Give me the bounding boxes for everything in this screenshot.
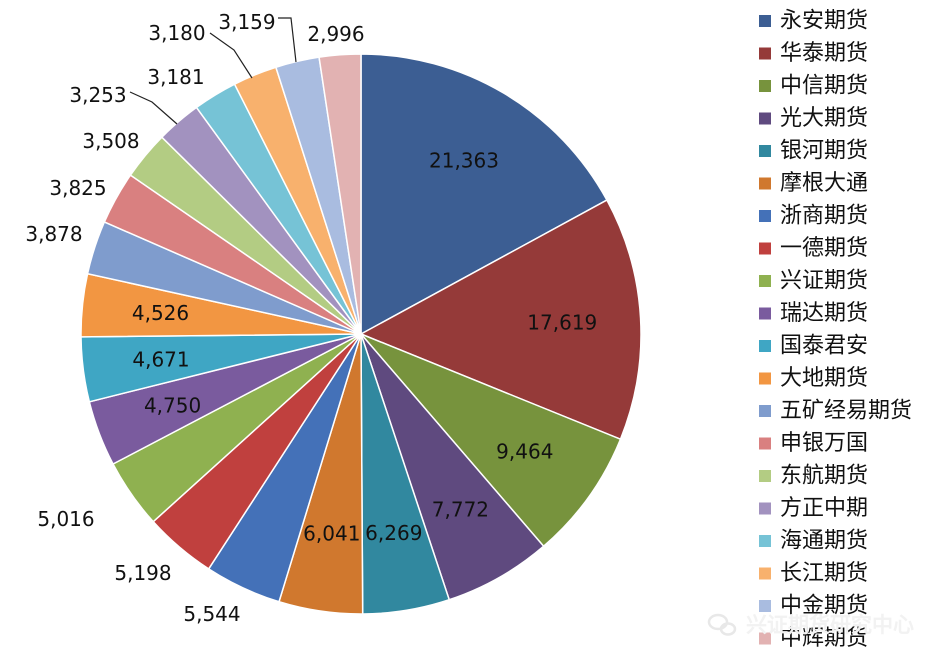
legend-swatch (759, 177, 771, 190)
pie-slices (80, 53, 642, 615)
value-label: 4,750 (144, 394, 201, 418)
value-label: 17,619 (527, 311, 597, 335)
legend-swatch (759, 145, 771, 157)
legend-label: 华泰期货 (780, 41, 868, 66)
legend-label: 银河期货 (780, 139, 868, 164)
legend-label: 浙商期货 (780, 204, 868, 229)
value-label: 6,269 (365, 521, 422, 545)
legend-swatch (759, 307, 771, 320)
legend-label: 中金期货 (780, 594, 868, 619)
watermark: 兴证期货研究中心 (707, 613, 914, 637)
value-label: 6,041 (303, 522, 360, 546)
legend-swatch (759, 275, 771, 287)
legend-label: 兴证期货 (780, 269, 868, 294)
legend-label: 一德期货 (780, 236, 868, 261)
wechat-icon (707, 613, 737, 636)
legend-swatch (759, 535, 771, 547)
leader-line (209, 32, 253, 79)
value-label: 3,878 (25, 222, 82, 246)
leader-line (129, 91, 178, 125)
value-label: 3,180 (148, 21, 205, 45)
legend: 永安期货华泰期货中信期货光大期货银河期货摩根大通浙商期货一德期货兴证期货瑞达期货… (759, 9, 912, 651)
value-label: 3,181 (147, 65, 204, 89)
legend-label: 光大期货 (780, 106, 868, 131)
leader-line (278, 17, 297, 63)
legend-swatch (759, 242, 771, 255)
legend-label: 中辉期货 (780, 626, 868, 651)
legend-label: 永安期货 (780, 9, 868, 34)
legend-swatch (759, 405, 771, 417)
legend-swatch (759, 112, 771, 125)
value-label: 3,508 (82, 129, 139, 153)
pie-slice (318, 53, 362, 335)
watermark-text: 兴证期货研究中心 (746, 613, 914, 637)
legend-label: 大地期货 (780, 366, 868, 391)
pie-slice (360, 333, 622, 548)
legend-label: 申银万国 (780, 431, 868, 456)
legend-swatch (759, 340, 771, 352)
legend-label: 五矿经易期货 (780, 399, 912, 424)
value-label: 9,464 (496, 440, 553, 464)
legend-swatch (759, 600, 771, 612)
legend-label: 中信期货 (780, 74, 868, 99)
value-label: 7,772 (432, 497, 489, 521)
legend-label: 东航期货 (780, 464, 868, 489)
value-label: 4,526 (132, 301, 189, 325)
legend-swatch (759, 567, 771, 580)
legend-swatch (759, 210, 771, 222)
value-label: 3,825 (49, 176, 106, 200)
legend-label: 方正中期 (780, 496, 868, 521)
legend-swatch (759, 502, 771, 515)
value-label: 5,544 (183, 602, 240, 626)
legend-swatch (759, 632, 771, 645)
value-label: 5,016 (37, 507, 94, 531)
label-leader-lines (129, 17, 297, 125)
value-label: 21,363 (429, 149, 499, 173)
value-label: 4,671 (132, 348, 189, 372)
legend-label: 海通期货 (780, 529, 868, 554)
legend-swatch (759, 372, 771, 385)
pie-slice (360, 53, 608, 336)
legend-swatch (759, 80, 771, 92)
value-label: 3,159 (218, 10, 275, 34)
value-label: 3,253 (69, 83, 126, 107)
legend-swatch (759, 47, 771, 60)
legend-label: 瑞达期货 (780, 301, 868, 326)
legend-label: 摩根大通 (780, 171, 868, 196)
pie-slice (359, 199, 642, 441)
legend-swatch (759, 437, 771, 450)
value-label: 2,996 (307, 22, 364, 46)
value-label: 5,198 (114, 561, 171, 585)
legend-label: 长江期货 (780, 561, 868, 586)
legend-swatch (759, 15, 771, 27)
legend-swatch (759, 470, 771, 482)
legend-label: 国泰君安 (780, 334, 868, 359)
